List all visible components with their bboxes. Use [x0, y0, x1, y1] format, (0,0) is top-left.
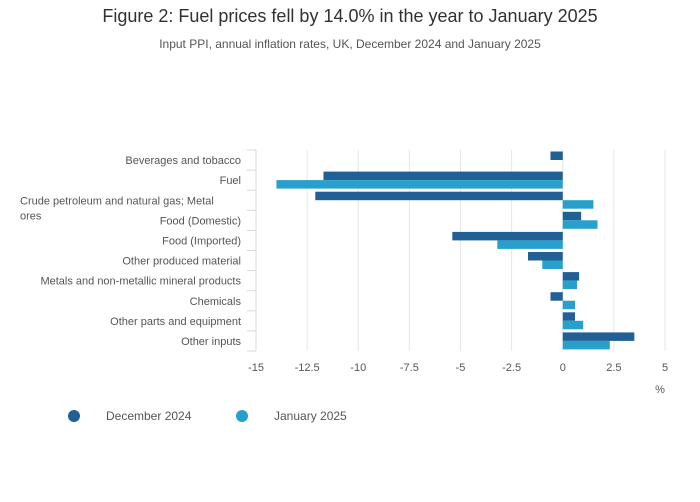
x-axis-label: %: [655, 384, 665, 396]
x-tick-label: -12.5: [295, 362, 320, 374]
bar-december: [562, 272, 580, 281]
category-label: Food (Domestic): [160, 215, 241, 227]
category-label: Metals and non-metallic mineral products: [40, 276, 241, 288]
bar-december: [315, 191, 563, 201]
x-tick-label: -7.5: [400, 362, 419, 374]
x-tick-label: -5: [456, 362, 466, 374]
category-label: Other produced material: [122, 256, 241, 268]
x-tick-label: -15: [248, 362, 264, 374]
category-labels: Beverages and tobacco Fuel Crude petroleum…: [20, 155, 241, 348]
y-axis-ticks: [247, 149, 257, 352]
bar-december: [562, 312, 576, 321]
category-label: Other inputs: [181, 336, 241, 348]
legend-swatch-december: [68, 410, 80, 422]
category-label: Food (Imported): [162, 235, 241, 247]
bar-january: [497, 240, 563, 249]
bar-january: [562, 220, 598, 229]
x-tick-label: 5: [662, 362, 668, 374]
category-label: ores: [20, 210, 42, 222]
bar-january: [562, 340, 610, 350]
bar-january: [562, 320, 584, 330]
legend-item-january: January 2025: [236, 404, 347, 428]
category-label: Beverages and tobacco: [125, 155, 241, 167]
legend-label-december: December 2024: [106, 409, 192, 423]
chart-title: Figure 2: Fuel prices fell by 14.0% in t…: [102, 6, 598, 26]
bar-january: [562, 200, 594, 209]
x-tick-label: -10: [350, 362, 366, 374]
bar-december: [550, 292, 563, 301]
x-axis-tick-labels: -15 -12.5 -10 -7.5 -5 -2.5 0 2.5 5: [248, 362, 668, 374]
legend-label-january: January 2025: [274, 409, 347, 423]
category-label: Chemicals: [190, 296, 242, 308]
chart-subtitle: Input PPI, annual inflation rates, UK, D…: [159, 37, 541, 51]
category-label: Other parts and equipment: [110, 316, 241, 328]
bar-december: [527, 252, 563, 261]
bar-january: [562, 300, 576, 310]
x-tick-label: 2.5: [606, 362, 621, 374]
legend: December 2024 January 2025: [0, 404, 700, 428]
category-label: Crude petroleum and natural gas; Metal: [20, 195, 214, 207]
bar-december: [452, 231, 563, 241]
bar-december: [323, 171, 563, 181]
bars: [276, 151, 635, 350]
bar-january: [542, 260, 563, 269]
x-tick-label: 0: [560, 362, 566, 374]
bar-december: [562, 211, 582, 221]
bar-january: [276, 180, 563, 189]
bar-december: [562, 332, 635, 341]
legend-swatch-january: [236, 410, 248, 422]
category-label: Fuel: [220, 175, 241, 187]
bar-january: [562, 280, 578, 290]
x-tick-label: -2.5: [502, 362, 521, 374]
legend-item-december: December 2024: [68, 404, 191, 428]
bar-december: [550, 151, 563, 160]
